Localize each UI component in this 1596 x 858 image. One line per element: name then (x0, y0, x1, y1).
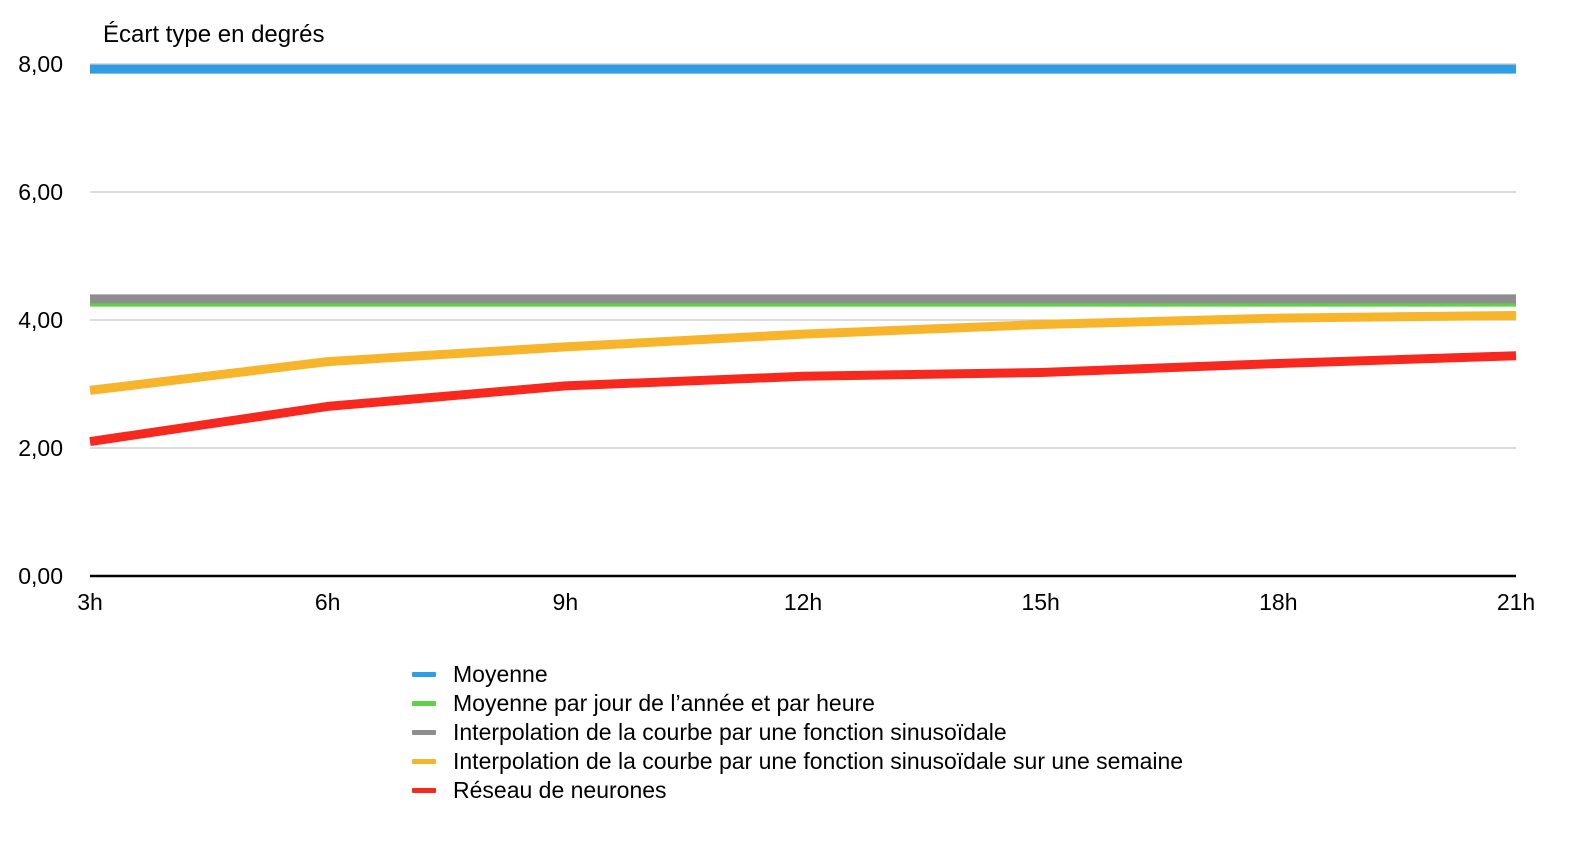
y-tick-label: 0,00 (18, 563, 63, 589)
x-tick-label: 3h (77, 589, 103, 615)
legend-label: Interpolation de la courbe par une fonct… (453, 719, 1007, 745)
y-tick-label: 6,00 (18, 179, 63, 205)
legend-item: Interpolation de la courbe par une fonct… (412, 747, 1183, 776)
series-line-interpolation-de-la-courbe-par-une-fonction-sinusoidale-sur-une-semaine (89, 311, 1517, 395)
legend-swatch (412, 701, 436, 706)
y-tick-label: 8,00 (18, 51, 63, 77)
x-tick-label: 21h (1497, 589, 1535, 615)
y-tick-label: 2,00 (18, 435, 63, 461)
x-axis-ticks: 3h 6h 9h 12h 15h 18h 21h (77, 589, 1535, 615)
legend-item: Moyenne (412, 660, 1183, 689)
x-tick-label: 12h (784, 589, 822, 615)
y-tick-label: 4,00 (18, 307, 63, 333)
legend-label: Interpolation de la courbe par une fonct… (453, 748, 1184, 774)
x-tick-label: 9h (553, 589, 579, 615)
y-axis-ticks: 0,00 2,00 4,00 6,00 8,00 (18, 51, 63, 589)
x-tick-label: 6h (315, 589, 341, 615)
legend-label: Réseau de neurones (453, 777, 667, 803)
series-lines (89, 64, 1517, 447)
series-line-reseau-de-neurones (89, 351, 1517, 447)
x-tick-label: 18h (1259, 589, 1297, 615)
legend-label: Moyenne (453, 661, 548, 687)
legend-item: Interpolation de la courbe par une fonct… (412, 718, 1183, 747)
legend-swatch (412, 672, 436, 677)
y-axis-title: Écart type en degrés (103, 21, 324, 48)
gridlines (90, 63, 1516, 449)
x-tick-label: 15h (1021, 589, 1059, 615)
legend-label: Moyenne par jour de l’année et par heure (453, 690, 875, 716)
legend-item: Réseau de neurones (412, 776, 1183, 805)
legend-swatch (412, 730, 436, 735)
legend-swatch (412, 759, 436, 764)
legend-swatch (412, 788, 436, 793)
chart-legend: Moyenne Moyenne par jour de l’année et pa… (412, 660, 1183, 805)
legend-item: Moyenne par jour de l’année et par heure (412, 689, 1183, 718)
